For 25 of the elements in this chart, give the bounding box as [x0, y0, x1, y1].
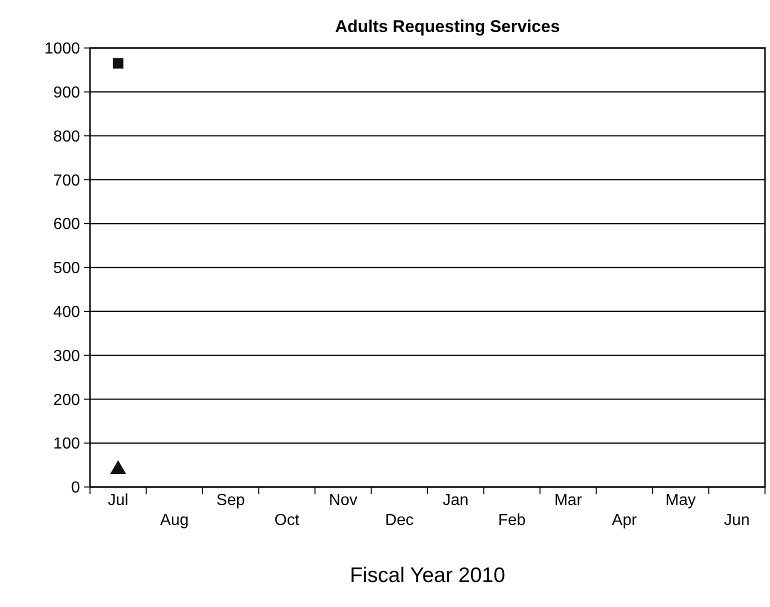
x-tick-label: Mar [554, 492, 583, 509]
y-tick-label: 100 [53, 436, 80, 453]
y-tick-label: 900 [53, 84, 80, 102]
y-tick-label: 1000 [44, 40, 80, 58]
y-tick-label: 400 [53, 304, 80, 321]
chart-title: Adults Requesting Services [335, 17, 560, 36]
y-tick-label: 800 [53, 128, 80, 146]
y-tick-label: 700 [53, 172, 80, 190]
x-tick-label: Feb [498, 512, 526, 529]
x-tick-label: May [666, 492, 696, 509]
y-tick-label: 200 [53, 392, 80, 409]
x-tick-label: Jul [108, 492, 128, 509]
x-tick-label: Apr [612, 512, 638, 529]
x-tick-label: Nov [328, 492, 358, 509]
x-tick-label: Sep [216, 492, 245, 509]
x-tick-label: Jun [724, 512, 750, 529]
y-tick-label: 600 [53, 216, 80, 234]
y-tick-label: 500 [53, 260, 80, 278]
x-tick-label: Dec [385, 512, 414, 529]
x-tick-label: Jan [442, 492, 469, 509]
x-axis-title: Fiscal Year 2010 [350, 564, 506, 587]
x-tick-label: Oct [274, 512, 300, 529]
y-tick-label: 0 [71, 480, 80, 497]
x-tick-label: Aug [160, 512, 189, 529]
y-tick-label: 300 [53, 348, 80, 365]
